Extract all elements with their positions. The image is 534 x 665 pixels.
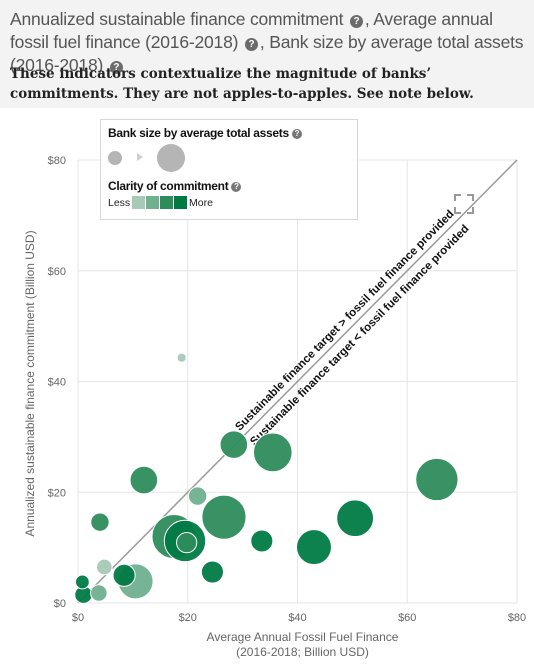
chart-subtitle: These indicators contextualize the magni… [10,66,474,102]
data-bubble [187,486,208,506]
chart-title: Annualized sustainable finance commitmen… [10,8,525,77]
legend-arrow-icon [137,153,143,161]
expand-icon[interactable] [454,194,474,214]
data-bubble [415,457,459,502]
help-icon[interactable]: ? [349,15,363,28]
data-bubble [336,499,375,538]
data-bubble [74,574,90,590]
title-indicator-fossil: , Average annual fossil fuel finance (20… [10,9,493,52]
data-bubble [250,529,274,553]
x-tick-label: $0 [72,612,84,624]
x-tick-label: $80 [508,612,526,624]
help-icon[interactable]: ? [109,61,123,74]
x-tick-label: $20 [179,612,197,624]
data-bubble [176,352,187,363]
title-indicator-bank-size: , Bank size by average total assets (201… [10,32,524,75]
reference-line [77,159,518,604]
help-icon[interactable]: ? [244,38,258,51]
data-bubble [252,432,293,473]
x-axis-label: (2016-2018; Billion USD) [236,645,369,659]
y-tick-label: $20 [48,487,66,499]
data-bubble [90,512,110,532]
data-bubble [201,494,247,540]
y-tick-label: $80 [48,155,66,167]
reference-label-above: Sustainable finance target > fossil fuel… [233,208,456,433]
legend-clarity-swatch-4 [174,196,187,209]
help-icon[interactable]: ? [231,182,242,192]
reference-label-below: Sustainable finance target < fossil fuel… [248,223,471,448]
x-axis-label: Average Annual Fossil Fuel Finance [207,630,399,644]
y-axis-label: Annualized sustainable finance commitmen… [23,230,37,536]
legend-clarity-swatch-2 [146,196,159,209]
data-bubble [176,532,198,554]
legend-size-title: Bank size by average total assets? [108,126,302,140]
x-tick-label: $40 [288,612,306,624]
data-bubble [112,563,136,587]
data-bubble [90,584,108,602]
legend-clarity-swatch-1 [132,196,145,209]
legend: Bank size by average total assets? Clari… [100,119,358,220]
data-bubble [219,430,249,459]
x-tick-label: $60 [398,612,416,624]
data-bubble [129,465,159,495]
data-bubble [96,558,113,576]
legend-size-small [108,151,122,165]
y-tick-label: $40 [48,377,66,389]
help-icon[interactable]: ? [291,129,302,139]
legend-clarity-title: Clarity of commitment? [108,179,242,193]
data-bubble [295,529,332,566]
title-indicator-sustainable: Annualized sustainable finance commitmen… [10,9,344,29]
data-bubble [200,560,224,584]
legend-clarity-high: More [189,197,213,209]
legend-size-large [157,144,185,172]
y-tick-label: $0 [54,598,66,610]
y-tick-label: $60 [48,266,66,278]
legend-clarity-swatch-3 [160,196,173,209]
legend-clarity-low: Less [108,197,131,209]
